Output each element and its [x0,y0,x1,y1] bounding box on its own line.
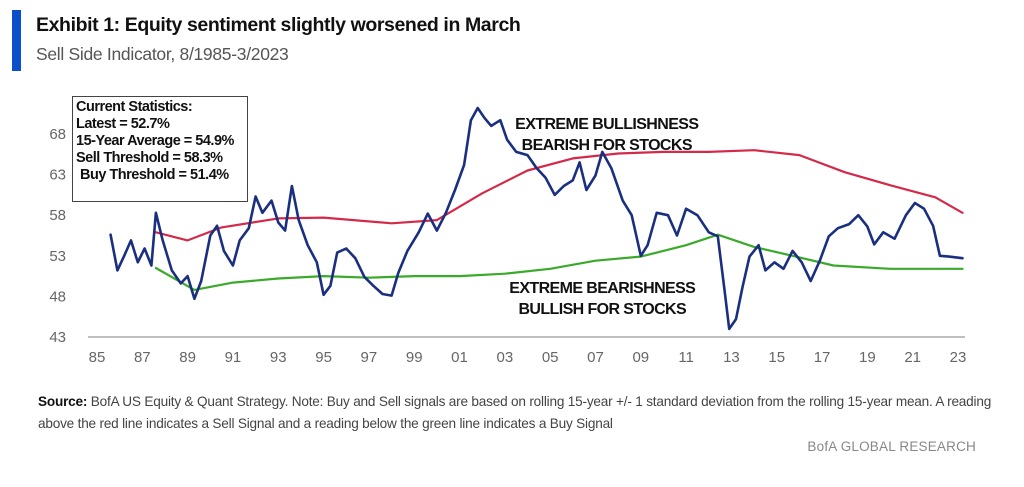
x-tick-label: 21 [904,349,921,366]
stats-buy-threshold: Buy Threshold = 51.4% [80,167,229,183]
x-tick-label: 11 [678,349,694,366]
stats-heading: Current Statistics: [76,99,193,115]
chart-subtitle: Sell Side Indicator, 8/1985-3/2023 [36,44,289,64]
x-tick-label: 95 [315,349,332,366]
x-tick-label: 99 [406,349,423,366]
y-tick-label: 63 [49,167,66,184]
x-tick-label: 05 [542,349,559,366]
x-tick-label: 15 [768,349,785,366]
y-tick-label: 58 [49,207,66,224]
annotation-extreme-bearishness: EXTREME BEARISHNESS [509,280,696,297]
current-statistics-box: Current Statistics: Latest = 52.7% 15-Ye… [72,96,248,202]
y-tick-label: 53 [49,248,66,265]
x-tick-label: 97 [361,349,378,366]
annotation-extreme-bearishness: BULLISH FOR STOCKS [518,301,687,318]
source-label: Source: [38,394,88,409]
x-tick-label: 19 [859,349,876,366]
stats-sell-threshold: Sell Threshold = 58.3% [76,150,223,166]
y-tick-label: 48 [49,288,66,305]
x-tick-label: 17 [814,349,831,366]
stats-latest: Latest = 52.7% [76,116,170,132]
x-tick-label: 13 [723,349,740,366]
x-tick-label: 01 [451,349,468,366]
x-tick-label: 03 [496,349,513,366]
annotation-extreme-bullishness: BEARISH FOR STOCKS [522,137,693,154]
source-footnote: Source: BofA US Equity & Quant Strategy.… [38,391,998,435]
x-tick-label: 23 [950,349,967,366]
x-tick-label: 91 [225,349,242,366]
source-note-text: BofA US Equity & Quant Strategy. Note: B… [38,394,992,431]
x-tick-label: 93 [270,349,287,366]
x-tick-label: 09 [632,349,649,366]
x-tick-label: 85 [89,349,106,366]
annotation-extreme-bullishness: EXTREME BULLISHNESS [515,116,699,133]
annotations: EXTREME BULLISHNESS BEARISH FOR STOCKS EXT… [509,116,700,318]
x-tick-label: 89 [179,349,196,366]
title-accent-bar [12,10,21,71]
x-tick-label: 87 [134,349,151,366]
y-tick-label: 43 [49,329,66,346]
brand-label: BofA GLOBAL RESEARCH [807,439,976,454]
y-tick-label: 68 [49,126,66,143]
sell-side-indicator-line [109,106,964,331]
x-tick-label: 07 [587,349,604,366]
chart-title: Exhibit 1: Equity sentiment slightly wor… [36,14,521,36]
x-axis: 85 87 89 91 93 95 97 99 01 03 05 07 09 11 13 15 17 19 21 23 [89,349,967,366]
series-group [109,106,964,331]
stats-15yr-average: 15-Year Average = 54.9% [76,133,234,149]
y-axis: 43 48 53 58 63 68 [49,126,66,346]
